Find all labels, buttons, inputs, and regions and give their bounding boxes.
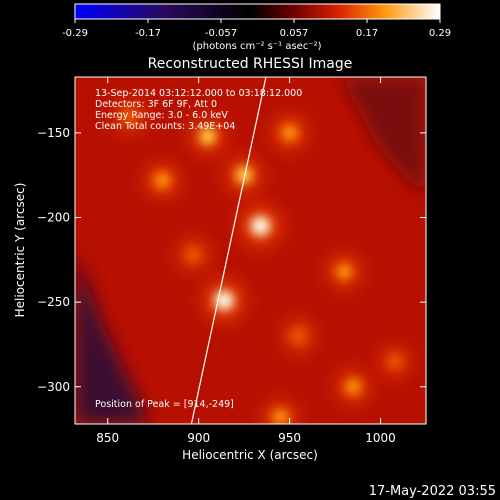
- source-core: [336, 264, 352, 280]
- x-axis-label: Heliocentric X (arcsec): [182, 448, 318, 462]
- annotation-line: 13-Sep-2014 03:12:12.000 to 03:18:12.000: [95, 88, 302, 99]
- y-tick-label: −250: [37, 295, 70, 309]
- source-core: [235, 166, 253, 184]
- y-axis-label: Heliocentric Y (arcsec): [13, 183, 27, 318]
- source-core: [186, 247, 201, 262]
- peak-position-annotation: Position of Peak = [914,-249]: [95, 399, 234, 410]
- source-core: [281, 125, 298, 141]
- annotation-line: Clean Total counts: 3.49E+04: [95, 121, 235, 132]
- colorbar-tick-label: -0.17: [135, 28, 161, 39]
- y-axis-ticks: −150 −200 −250 −300: [37, 126, 426, 394]
- source-core: [199, 128, 216, 145]
- source-core: [272, 409, 289, 424]
- colorbar-tick-label: -0.057: [205, 28, 237, 39]
- source-core: [388, 354, 402, 369]
- source-core: [345, 379, 361, 395]
- colorbar-ticks: -0.29 -0.17 -0.057 0.057 0.17 0.29: [62, 19, 451, 39]
- chart-title: Reconstructed RHESSI Image: [148, 56, 353, 72]
- source-core: [122, 108, 137, 124]
- source-core: [250, 216, 271, 236]
- colorbar-gradient: [74, 3, 441, 20]
- annotation-line: Detectors: 3F 6F 9F, Att 0: [95, 99, 217, 110]
- x-axis-ticks: 850 900 950 1000: [96, 77, 396, 445]
- source-core: [291, 328, 306, 344]
- colorbar-unit-label: (photons cm⁻² s⁻¹ asec⁻²): [192, 41, 321, 52]
- x-tick-label: 900: [187, 431, 210, 445]
- solar-limb-line: [190, 77, 267, 424]
- plot-area: [75, 77, 426, 424]
- annotation-line: Energy Range: 3.0 - 6.0 keV: [95, 110, 228, 121]
- y-tick-label: −150: [37, 126, 70, 140]
- plot-frame: [74, 76, 427, 425]
- y-tick-label: −200: [37, 210, 70, 224]
- colorbar-tick-label: -0.29: [62, 28, 88, 39]
- x-tick-label: 1000: [365, 431, 396, 445]
- emission-sources: [113, 99, 410, 424]
- colorbar-tick-label: 0.29: [429, 28, 451, 39]
- dark-edge-left: [75, 250, 150, 424]
- y-tick-label: −300: [37, 380, 70, 394]
- colorbar: -0.29 -0.17 -0.057 0.057 0.17 0.29 (photons c…: [62, 3, 451, 52]
- colorbar-tick-label: 0.057: [280, 28, 309, 39]
- footer-timestamp: 17-May-2022 03:55: [369, 484, 496, 499]
- source-core: [154, 172, 171, 188]
- plot-annotations: 13-Sep-2014 03:12:12.000 to 03:18:12.000…: [95, 88, 302, 410]
- source-core: [214, 290, 234, 311]
- x-tick-label: 850: [96, 431, 119, 445]
- x-tick-label: 950: [278, 431, 301, 445]
- colorbar-tick-label: 0.17: [356, 28, 378, 39]
- dark-edge-right: [340, 77, 426, 200]
- image-background: [75, 77, 426, 424]
